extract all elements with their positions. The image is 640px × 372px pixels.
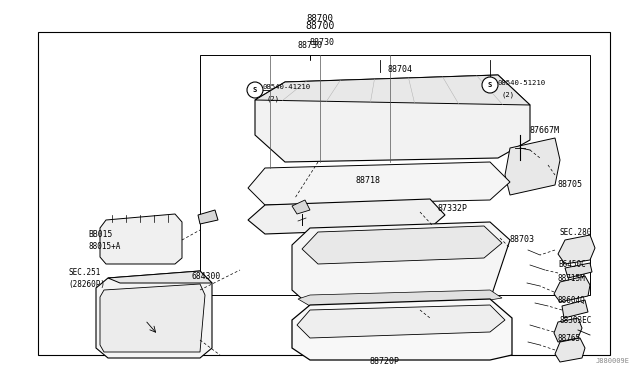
Polygon shape (297, 305, 505, 338)
Polygon shape (554, 318, 582, 342)
Text: 87667M: 87667M (530, 126, 560, 135)
Polygon shape (108, 271, 212, 283)
Polygon shape (554, 276, 590, 302)
Polygon shape (96, 271, 212, 358)
Text: 88303EC: 88303EC (560, 316, 593, 325)
Polygon shape (255, 75, 530, 162)
Circle shape (517, 145, 523, 151)
Text: 88015+A: 88015+A (88, 242, 120, 251)
Text: (28260P): (28260P) (68, 280, 105, 289)
Polygon shape (505, 138, 560, 195)
Text: 88718: 88718 (356, 176, 381, 185)
Polygon shape (100, 214, 182, 264)
Text: BB015: BB015 (88, 230, 113, 239)
Text: SEC.280: SEC.280 (560, 228, 593, 237)
Polygon shape (292, 299, 512, 360)
Text: 88765: 88765 (558, 334, 581, 343)
Text: (2): (2) (502, 91, 515, 97)
Text: 684300: 684300 (192, 272, 221, 281)
Text: 88730: 88730 (310, 38, 335, 47)
Text: 08540-51210: 08540-51210 (498, 80, 546, 86)
Circle shape (153, 318, 177, 342)
Polygon shape (255, 75, 530, 105)
Polygon shape (558, 235, 595, 264)
Text: 88715M: 88715M (558, 274, 586, 283)
Text: 88720P: 88720P (370, 357, 400, 366)
Polygon shape (248, 199, 445, 234)
Text: SEC.251: SEC.251 (68, 268, 100, 277)
Polygon shape (302, 226, 502, 264)
Text: 88700: 88700 (307, 14, 333, 23)
Polygon shape (248, 162, 510, 205)
Polygon shape (292, 222, 510, 306)
Text: 88704: 88704 (388, 65, 413, 74)
Text: S: S (488, 82, 492, 88)
Polygon shape (555, 338, 585, 362)
Text: 88730: 88730 (298, 41, 323, 50)
Text: 88604Q: 88604Q (558, 296, 586, 305)
Circle shape (247, 82, 263, 98)
Text: 88703: 88703 (510, 235, 535, 244)
Polygon shape (100, 284, 205, 352)
Text: 08540-41210: 08540-41210 (263, 84, 311, 90)
Circle shape (158, 323, 172, 337)
Text: 87332P: 87332P (438, 204, 468, 213)
Text: J880009E: J880009E (596, 358, 630, 364)
Polygon shape (562, 300, 588, 318)
Polygon shape (298, 290, 502, 306)
Text: 88705: 88705 (558, 180, 583, 189)
Polygon shape (292, 200, 310, 214)
Text: S: S (253, 87, 257, 93)
Text: (2): (2) (267, 95, 280, 102)
Circle shape (482, 77, 498, 93)
Text: B6450C: B6450C (558, 260, 586, 269)
Bar (38, 32, 610, 355)
Polygon shape (565, 263, 592, 278)
Text: 88700: 88700 (305, 21, 335, 31)
Bar (200, 55, 590, 295)
Polygon shape (198, 210, 218, 224)
